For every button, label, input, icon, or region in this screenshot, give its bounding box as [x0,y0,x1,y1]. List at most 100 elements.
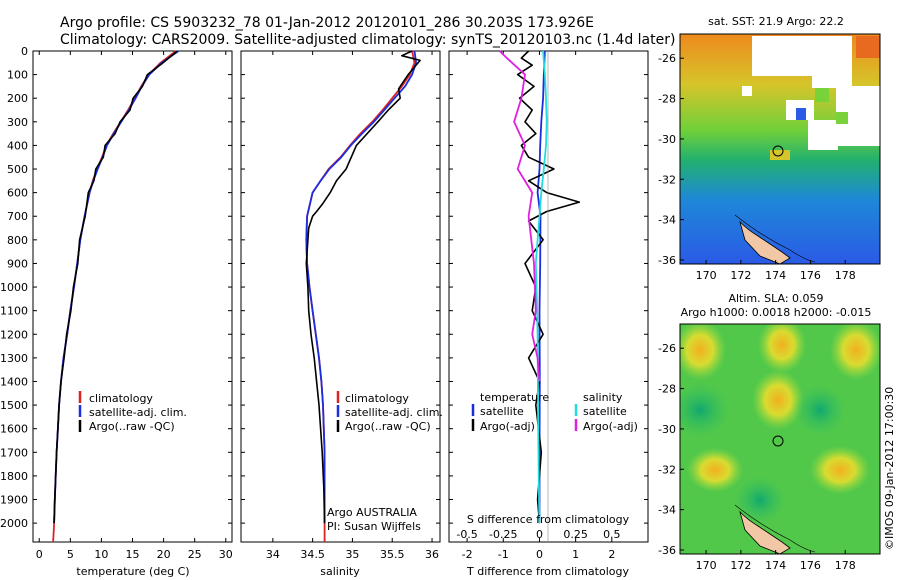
difference-top-tick-label: -0.5 [456,528,477,541]
depth-tick-label: 500 [7,163,28,176]
sla-map-axes: 170 172 174 176 178 -26 -28 -30 -32 -34 -36 [658,342,856,572]
depth-tick-label: 400 [7,139,28,152]
difference-x-tick-label: -2 [462,548,473,561]
temperature-x-tick-label: 10 [94,548,108,561]
difference-top-x-label: S difference from climatology [467,513,630,526]
difference-legend: temperature satellite Argo(-adj) salinit… [471,391,638,433]
depth-tick-label: 1200 [0,328,28,341]
salinity-x-axis: 34 34.5 35 35.5 36 [266,51,439,561]
sst-lon-tick-label: 174 [765,269,786,282]
sla-lat-tick-label: -36 [658,544,676,557]
difference-panel-frame [448,50,649,543]
salinity-x-tick-label: 34.5 [300,548,325,561]
diff-legend-temperature-title: temperature [480,391,549,404]
sla-map-subtitle: Argo h1000: 0.0018 h2000: -0.015 [681,306,872,319]
sst-map-title: sat. SST: 21.9 Argo: 22.2 [708,15,844,28]
salinity-series [305,50,421,542]
difference-series-2 [534,50,548,524]
sla-lon-tick-label: 178 [835,559,856,572]
temperature-x-label: temperature (deg C) [76,565,189,578]
header-line-2: Climatology: CARS2009. Satellite-adjuste… [60,32,675,48]
sla-lat-tick-label: -32 [658,463,676,476]
depth-tick-label: 900 [7,257,28,270]
difference-top-tick-label: -0.25 [489,528,517,541]
difference-x-tick-label: 0 [536,548,543,561]
depth-tick-label: 1000 [0,281,28,294]
difference-x-tick-label: 1 [572,548,579,561]
depth-tick-label: 1300 [0,352,28,365]
pi-annotation: PI: Susan Wijffels [327,520,421,533]
difference-series-1 [516,50,581,524]
sla-lat-tick-label: -26 [658,342,676,355]
temperature-x-tick-label: 20 [157,548,171,561]
difference-series [499,50,581,524]
sst-lat-tick-label: -34 [658,214,676,227]
depth-tick-label: 700 [7,210,28,223]
difference-top-tick-label: 0.25 [563,528,588,541]
sst-lon-tick-label: 172 [730,269,751,282]
temperature-x-tick-label: 15 [126,548,140,561]
depth-tick-label: 800 [7,234,28,247]
depth-tick-label: 1800 [0,470,28,483]
depth-tick-label: 1600 [0,423,28,436]
temperature-legend-argo: Argo(..raw -QC) [89,420,175,433]
salinity-series-2 [305,50,421,524]
sla-lat-tick-label: -34 [658,504,676,517]
salinity-legend-satellite: satellite-adj. clim. [345,406,443,419]
sla-map-frame [679,323,881,555]
temperature-x-tick-label: 5 [67,548,74,561]
diff-legend-salinity-satellite: satellite [583,405,627,418]
temperature-legend-climatology: climatology [89,392,153,405]
sst-lat-tick-label: -30 [658,133,676,146]
depth-tick-label: 2000 [0,517,28,530]
salinity-legend: climatology satellite-adj. clim. Argo(..… [336,391,443,433]
difference-series-3 [499,50,541,382]
salinity-series-1 [305,50,418,524]
depth-tick-label: 0 [21,45,28,58]
sst-lat-tick-label: -28 [658,93,676,106]
header-line-1: Argo profile: CS 5903232_78 01-Jan-2012 … [60,15,594,31]
sla-lat-tick-label: -28 [658,383,676,396]
sst-map-axes: 170 172 174 176 178 -26 -28 -30 -32 -34 -36 [658,52,856,282]
salinity-panel-frame [240,50,441,543]
depth-tick-label: 1100 [0,305,28,318]
depth-tick-label: 1700 [0,446,28,459]
difference-top-x-axis: -0.5 -0.25 0 0.25 0.5 [456,528,620,541]
temperature-legend-satellite: satellite-adj. clim. [89,406,187,419]
temperature-legend: climatology satellite-adj. clim. Argo(..… [78,391,187,433]
salinity-x-tick-label: 36 [425,548,439,561]
difference-x-label: T difference from climatology [466,565,629,578]
depth-tick-label: 1900 [0,494,28,507]
depth-tick-label: 1400 [0,375,28,388]
temperature-x-axis: 0 5 10 15 20 25 30 [36,51,233,561]
difference-x-axis: -2 -1 0 1 2 [462,51,615,561]
diff-legend-temperature-satellite: satellite [480,405,524,418]
temperature-x-tick-label: 0 [36,548,43,561]
sla-map-title: Altim. SLA: 0.059 [728,292,823,305]
sla-lon-tick-label: 170 [696,559,717,572]
sst-lon-tick-label: 170 [696,269,717,282]
sst-heatmap [680,34,880,264]
temperature-series-2 [53,50,178,524]
temperature-panel-frame [32,50,233,543]
temperature-x-tick-label: 30 [219,548,233,561]
salinity-x-label: salinity [320,565,360,578]
sst-lon-tick-label: 176 [800,269,821,282]
depth-tick-label: 300 [7,116,28,129]
diff-legend-salinity-argo: Argo(-adj) [583,420,638,433]
sst-lat-tick-label: -26 [658,52,676,65]
temperature-x-tick-label: 25 [188,548,202,561]
sst-lon-tick-label: 178 [835,269,856,282]
salinity-legend-climatology: climatology [345,392,409,405]
sla-lon-tick-label: 176 [800,559,821,572]
sla-lat-tick-label: -30 [658,423,676,436]
sst-lat-tick-label: -32 [658,173,676,186]
sst-map-frame [679,33,881,265]
depth-axis: 0 100 200 300 400 500 600 700 800 900 1000 1100 1200… [0,45,648,530]
diff-legend-temperature-argo: Argo(-adj) [480,420,535,433]
depth-tick-label: 200 [7,92,28,105]
sla-heatmap [680,324,880,554]
salinity-x-tick-label: 34 [266,548,280,561]
sla-lon-tick-label: 174 [765,559,786,572]
